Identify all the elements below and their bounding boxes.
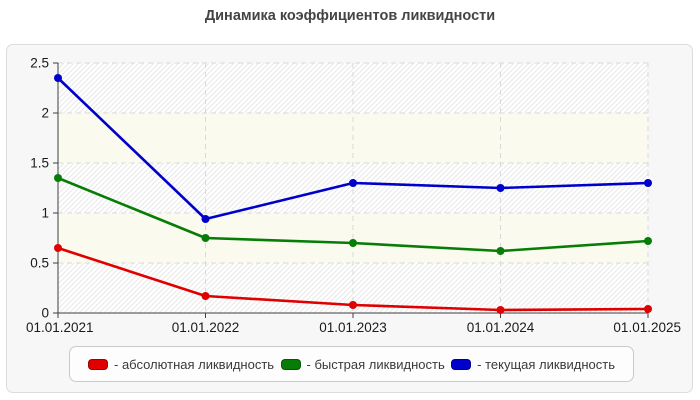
legend-label-quick: - быстрая ликвидность xyxy=(306,356,445,372)
y-tick-label: 2.5 xyxy=(30,56,49,71)
legend-swatch-red-icon xyxy=(88,358,108,370)
data-point-marker xyxy=(201,215,210,223)
y-tick-label: 1 xyxy=(41,206,49,221)
legend-swatch-blue-icon xyxy=(451,358,472,370)
data-point-marker xyxy=(54,74,62,82)
y-tick-label: 0 xyxy=(41,306,49,321)
data-point-marker xyxy=(496,247,505,255)
x-tick-label: 01.01.2021 xyxy=(26,320,94,335)
legend-label-current: - текущая ликвидность xyxy=(477,356,615,372)
data-point-marker xyxy=(201,292,210,300)
legend-item-absolute: - абсолютная ликвидность xyxy=(88,357,274,372)
legend-swatch-green-icon xyxy=(280,358,301,370)
data-point-marker xyxy=(201,234,210,242)
x-tick-label: 01.01.2024 xyxy=(467,320,535,335)
data-point-marker xyxy=(349,301,357,309)
chart-panel: 0 0.5 1 1.5 2 2.5 01.01.2021 01.01.2022 01.01.20… xyxy=(6,44,693,393)
data-point-marker xyxy=(644,305,652,313)
legend-label-absolute: - абсолютная ликвидность xyxy=(114,356,275,372)
legend-item-quick: - быстрая ликвидность xyxy=(280,356,445,372)
data-point-marker xyxy=(496,184,505,192)
x-tick-label: 01.01.2023 xyxy=(319,320,387,335)
plot-band-hatched xyxy=(58,63,648,113)
legend-item-current: - текущая ликвидность xyxy=(451,357,615,372)
data-point-marker xyxy=(496,306,505,314)
y-tick-label: 2 xyxy=(41,106,49,121)
x-tick-label: 01.01.2022 xyxy=(172,320,240,335)
y-tick-label: 1.5 xyxy=(30,156,49,171)
plot-band-hatched xyxy=(58,163,648,213)
data-point-marker xyxy=(644,237,652,245)
chart-title: Динамика коэффициентов ликвидности xyxy=(204,8,496,24)
y-tick-label: 0.5 xyxy=(30,256,49,271)
liquidity-chart-svg: 0 0.5 1 1.5 2 2.5 01.01.2021 01.01.2022 01.01.20… xyxy=(26,56,681,336)
data-point-marker xyxy=(644,179,652,187)
x-tick-label: 01.01.2025 xyxy=(613,320,681,335)
data-point-marker xyxy=(54,244,62,252)
data-point-marker xyxy=(349,179,357,187)
data-point-marker xyxy=(349,239,357,247)
legend: - абсолютная ликвидность - быстрая ликви… xyxy=(69,346,634,382)
data-point-marker xyxy=(54,174,62,182)
